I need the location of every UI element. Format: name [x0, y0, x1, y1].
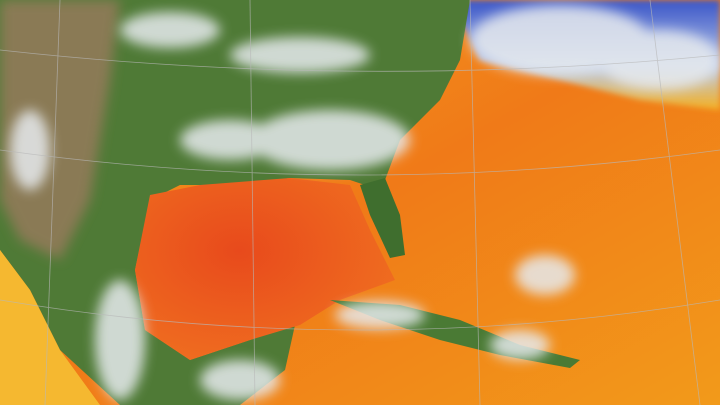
gulf-of-mexico [135, 178, 395, 360]
cloud-cover [10, 5, 720, 400]
land-desert-west [0, 0, 120, 260]
pacific-west [0, 250, 100, 405]
florida [360, 178, 405, 258]
